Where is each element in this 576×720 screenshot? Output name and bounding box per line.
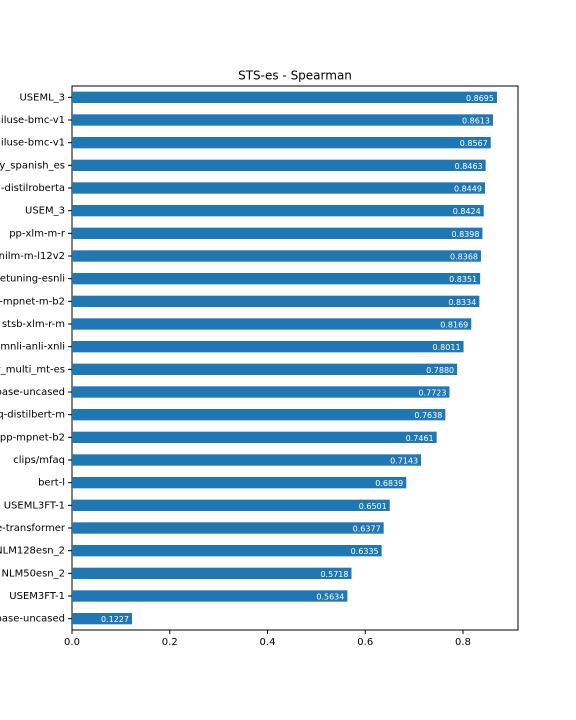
y-tick-label: stsb-xlm-r-m	[2, 319, 65, 330]
y-tick-label: y_spanish_es	[0, 160, 65, 171]
value-label: 0.8334	[448, 298, 476, 307]
bar	[72, 273, 481, 285]
bar	[72, 205, 484, 217]
bar	[72, 431, 437, 443]
bar	[72, 386, 450, 398]
y-tick-label: NLM128esn_2	[0, 546, 65, 557]
bar	[72, 567, 352, 579]
y-tick-label: q-distilbert-m	[0, 410, 65, 421]
value-label: 0.7461	[406, 434, 434, 443]
y-tick-label: -mpnet-m-b2	[0, 296, 65, 307]
y-tick-label: etuning-esnli	[0, 274, 65, 285]
y-tick-label: iluse-bmc-v1	[1, 115, 65, 126]
value-label: 0.8169	[440, 321, 468, 330]
x-tick-label: 0.6	[357, 637, 373, 648]
axes-frame	[71, 85, 519, 631]
value-label: 0.8695	[466, 94, 494, 103]
value-label: 0.7723	[418, 389, 446, 398]
value-label: 0.8368	[450, 253, 478, 262]
bar	[72, 137, 491, 149]
value-label: 0.8449	[454, 185, 482, 194]
y-tick-label: nilm-m-l12v2	[0, 251, 65, 262]
bar	[72, 522, 384, 534]
y-tick-label: NLM50esn_2	[2, 568, 65, 579]
value-label: 0.8011	[433, 343, 461, 352]
value-label: 0.5718	[320, 570, 348, 579]
y-tick-label: USEM_3	[25, 206, 65, 217]
bar	[72, 363, 458, 375]
bar	[72, 182, 485, 194]
y-tick-label: USEML_3	[19, 92, 65, 103]
bar	[72, 409, 446, 421]
x-tick-label: 0.8	[455, 637, 471, 648]
value-label: 0.8463	[455, 162, 483, 171]
value-label: 0.8613	[462, 117, 490, 126]
bar	[72, 227, 483, 239]
y-tick-label: base-uncased	[0, 387, 65, 398]
x-tick-label: 0.4	[260, 637, 276, 648]
y-tick-label: pp-xlm-m-r	[9, 228, 66, 239]
bar	[72, 114, 493, 126]
value-label: 0.7143	[390, 457, 418, 466]
value-label: 0.8351	[449, 275, 477, 284]
value-label: 0.7880	[426, 366, 454, 375]
value-label: 0.7638	[414, 411, 442, 420]
bar	[72, 499, 390, 511]
y-tick-label: iluse-bmc-v1	[1, 138, 65, 149]
chart-title: STS-es - Spearman	[238, 69, 352, 83]
bar	[72, 477, 407, 489]
bar	[72, 91, 497, 103]
bar	[72, 545, 382, 557]
value-label: 0.8424	[453, 207, 481, 216]
value-label: 0.6839	[375, 479, 403, 488]
value-label: 0.5634	[316, 593, 344, 602]
bar	[72, 454, 422, 466]
y-tick-label: y_multi_mt-es	[0, 364, 65, 375]
bar	[72, 295, 480, 307]
y-tick-label: -distilroberta	[1, 183, 65, 194]
y-tick-label: mnli-anli-xnli	[0, 342, 65, 353]
value-label: 0.1227	[101, 615, 129, 624]
y-tick-label: e-transformer	[0, 523, 66, 534]
y-tick-label: bert-l	[38, 478, 65, 489]
y-tick-label: USEM3FT-1	[9, 591, 65, 602]
bar	[72, 613, 132, 625]
bar	[72, 318, 472, 330]
bar	[72, 590, 348, 602]
y-tick-label: pp-mpnet-b2	[0, 432, 65, 443]
value-label: 0.6335	[351, 547, 379, 556]
value-label: 0.6501	[359, 502, 387, 511]
bar	[72, 159, 486, 171]
x-tick-label: 0.0	[64, 637, 80, 648]
bar	[72, 341, 464, 353]
value-label: 0.6377	[353, 525, 381, 534]
bar	[72, 250, 482, 262]
y-tick-label: USEML3FT-1	[4, 500, 65, 511]
value-label: 0.8398	[451, 230, 479, 239]
y-tick-label: clips/mfaq	[13, 455, 65, 466]
x-tick-label: 0.2	[162, 637, 178, 648]
value-label: 0.8567	[460, 139, 488, 148]
y-tick-label: base-uncased	[0, 614, 65, 625]
